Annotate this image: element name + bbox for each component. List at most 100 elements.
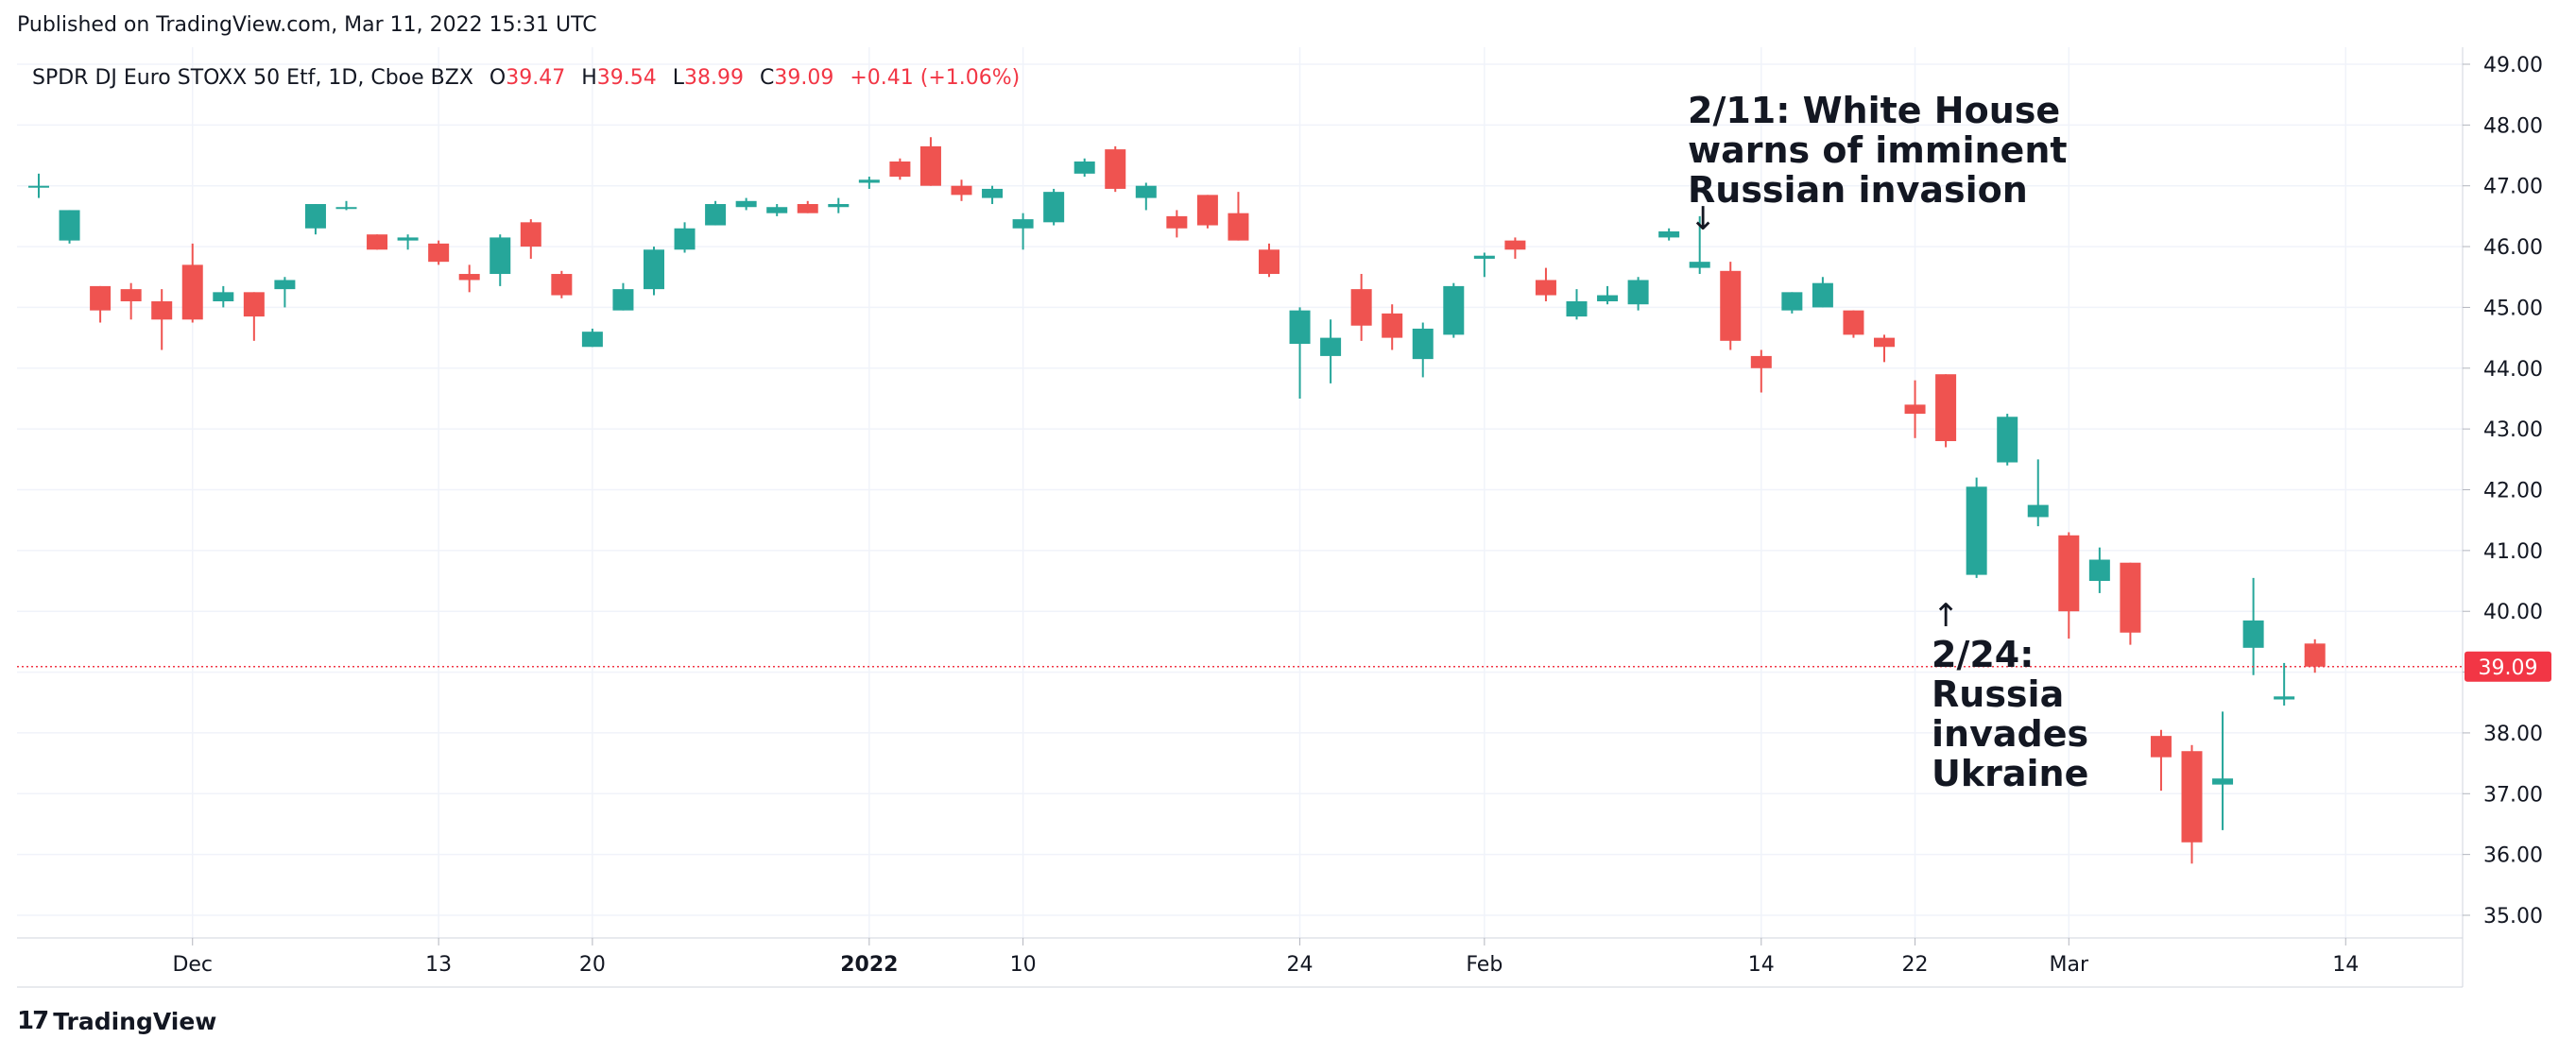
candle-body bbox=[59, 210, 80, 241]
symbol-name[interactable]: SPDR DJ Euro STOXX 50 Etf, 1D, Cboe BZX bbox=[32, 66, 473, 90]
close-label: C bbox=[760, 66, 775, 90]
candle-body bbox=[1966, 486, 1987, 575]
candle bbox=[551, 270, 573, 298]
candle bbox=[2304, 639, 2326, 673]
candle-body bbox=[2212, 778, 2234, 785]
annotation-line: Russian invasion bbox=[1688, 169, 2028, 211]
candle bbox=[766, 204, 788, 216]
candle bbox=[2181, 744, 2203, 864]
candle-body bbox=[581, 332, 603, 348]
candle bbox=[2088, 547, 2110, 593]
candle-body bbox=[2274, 696, 2295, 700]
candle-body bbox=[1135, 185, 1157, 198]
candle-body bbox=[1443, 285, 1465, 335]
candle-body bbox=[797, 204, 818, 213]
candles bbox=[28, 137, 2326, 864]
candle bbox=[2274, 662, 2295, 706]
annotation-line: Ukraine bbox=[1932, 753, 2089, 794]
candle bbox=[1135, 182, 1157, 211]
candle bbox=[1073, 158, 1095, 178]
time-tick-label: Feb bbox=[1466, 953, 1503, 977]
last-price-badge bbox=[2464, 651, 2551, 682]
price-tick-label: 49.00 bbox=[2483, 54, 2543, 77]
candle-body bbox=[397, 237, 419, 241]
candle bbox=[2027, 459, 2049, 527]
candle bbox=[2212, 711, 2234, 830]
price-tick-label: 36.00 bbox=[2483, 844, 2543, 868]
candle bbox=[1504, 237, 1526, 259]
annotation-russia: 2/24: Russia invades Ukraine bbox=[1932, 635, 2088, 793]
time-tick-label: 22 bbox=[1902, 953, 1929, 977]
price-tick-label: 37.00 bbox=[2483, 783, 2543, 807]
candle bbox=[151, 289, 173, 350]
candle-body bbox=[2304, 643, 2326, 667]
candle bbox=[335, 200, 357, 211]
tradingview-brand[interactable]: 17 TradingView bbox=[17, 1007, 216, 1035]
annotation-line: invades bbox=[1932, 713, 2089, 755]
high-label: H bbox=[581, 66, 597, 90]
candle bbox=[644, 247, 664, 296]
annotation-line: 2/24: bbox=[1932, 634, 2035, 675]
time-tick-label: Mar bbox=[2050, 953, 2089, 977]
candle bbox=[1043, 188, 1065, 226]
candle bbox=[1689, 215, 1710, 275]
candle-body bbox=[551, 274, 573, 296]
candle bbox=[1597, 285, 1619, 305]
last-price-label: 39.09 bbox=[2479, 656, 2538, 680]
candle bbox=[1750, 349, 1772, 393]
last-price-marker: 39.09 bbox=[17, 651, 2551, 682]
time-tick-label: 20 bbox=[579, 953, 606, 977]
candle-body bbox=[243, 292, 265, 317]
candle bbox=[397, 234, 419, 250]
candle bbox=[951, 179, 972, 201]
open-label: O bbox=[489, 66, 507, 90]
candle-body bbox=[705, 204, 727, 226]
price-tick-label: 44.00 bbox=[2483, 358, 2543, 382]
candle bbox=[1966, 477, 1987, 578]
candle-body bbox=[213, 292, 234, 301]
low-value: 38.99 bbox=[684, 66, 744, 90]
price-tick-label: 46.00 bbox=[2483, 236, 2543, 260]
candle-body bbox=[2058, 535, 2080, 612]
candle bbox=[304, 204, 326, 235]
candle-body bbox=[1597, 295, 1619, 301]
time-tick-label: 14 bbox=[1748, 953, 1775, 977]
candle bbox=[1012, 213, 1034, 250]
candle bbox=[489, 234, 511, 286]
candle bbox=[59, 210, 80, 244]
candle-body bbox=[1750, 355, 1772, 368]
candle-body bbox=[1566, 300, 1588, 317]
candle-body bbox=[2088, 559, 2110, 582]
candle bbox=[1382, 304, 1403, 350]
price-tick-label: 43.00 bbox=[2483, 418, 2543, 442]
open-value: 39.47 bbox=[506, 66, 566, 90]
price-tick-label: 45.00 bbox=[2483, 297, 2543, 320]
candle-body bbox=[520, 222, 541, 247]
candle-body bbox=[1627, 280, 1649, 305]
candle-body bbox=[1904, 404, 1926, 415]
time-tick-label: 13 bbox=[425, 953, 452, 977]
candle-body bbox=[120, 289, 142, 301]
price-tick-label: 41.00 bbox=[2483, 540, 2543, 564]
down-arrow-icon: ↓ bbox=[1690, 200, 1717, 238]
candle-body bbox=[644, 249, 664, 290]
symbol-legend: SPDR DJ Euro STOXX 50 Etf, 1D, Cboe BZX … bbox=[32, 66, 1020, 90]
annotation-line: Russia bbox=[1932, 673, 2065, 715]
candle-body bbox=[1473, 255, 1495, 259]
candle-body bbox=[1043, 192, 1065, 223]
candle-body bbox=[951, 185, 972, 196]
time-tick-label: 10 bbox=[1010, 953, 1037, 977]
candle-body bbox=[1073, 161, 1095, 174]
candle-body bbox=[1935, 374, 1957, 442]
candle-body bbox=[889, 161, 911, 178]
time-tick-label: 24 bbox=[1287, 953, 1314, 977]
candle bbox=[1781, 292, 1803, 314]
candle-body bbox=[1382, 313, 1403, 338]
candle-body bbox=[1689, 262, 1710, 268]
candle bbox=[1812, 277, 1833, 308]
candle bbox=[28, 173, 49, 198]
candle bbox=[1535, 267, 1556, 301]
candle bbox=[982, 185, 1004, 205]
candle bbox=[1412, 322, 1434, 378]
